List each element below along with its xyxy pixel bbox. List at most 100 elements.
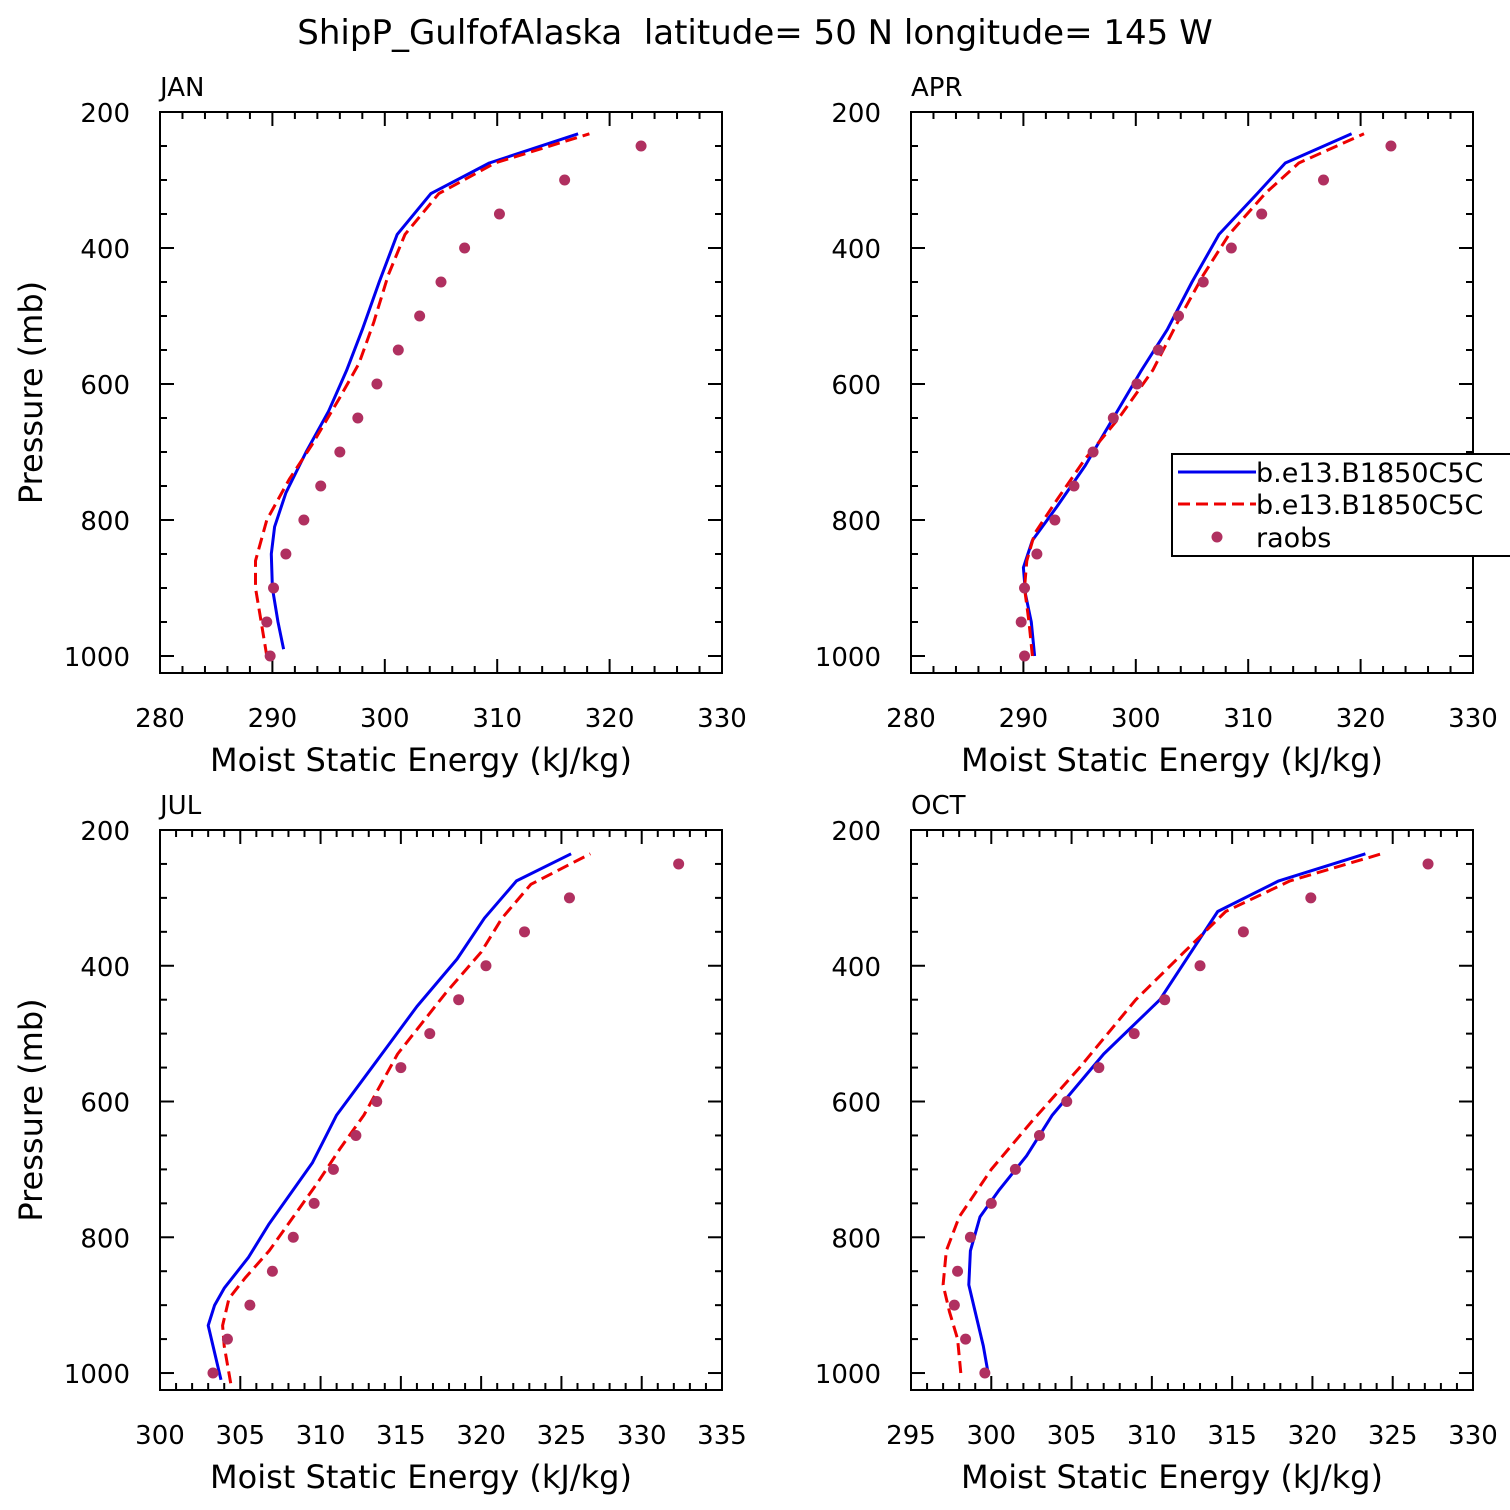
y-tick-label: 600 [831, 371, 881, 401]
obs-point [948, 1299, 960, 1311]
x-tick-label: 290 [248, 704, 298, 734]
series-line-solid [206, 852, 572, 1381]
y-tick-label: 200 [831, 817, 881, 847]
series-line-dashed [1023, 132, 1365, 657]
obs-point [266, 1265, 278, 1277]
plot-frame [159, 111, 723, 674]
x-tick-label: 315 [376, 1421, 426, 1451]
obs-point [985, 1197, 997, 1209]
x-tick-label: 280 [886, 704, 936, 734]
x-tick-label: 320 [456, 1421, 506, 1451]
obs-point [268, 582, 280, 594]
obs-point [1237, 926, 1249, 938]
x-tick-label: 320 [585, 704, 635, 734]
plot-frame [159, 829, 723, 1391]
obs-point [395, 1062, 407, 1074]
panel-apr: APR 280 290 300 310 320 330 200 400 600 800 1000 Moi… [815, 73, 1498, 779]
legend-swatch-dot [1211, 531, 1223, 543]
obs-point [480, 960, 492, 972]
obs-point [1225, 242, 1237, 254]
y-tick-label: 1000 [815, 643, 881, 673]
y-tick-label: 800 [831, 507, 881, 537]
legend-label: b.e13.B1850C5C [1256, 458, 1483, 489]
obs-point [635, 140, 647, 152]
obs-point [1019, 650, 1031, 662]
x-tick-label: 310 [1127, 1421, 1177, 1451]
x-axis-label: Moist Static Energy (kJ/kg) [961, 741, 1383, 779]
obs-point [424, 1028, 436, 1040]
obs-point [979, 1367, 991, 1379]
obs-point [1009, 1163, 1021, 1175]
x-tick-label: 320 [1288, 1421, 1338, 1451]
obs-point [1131, 378, 1143, 390]
x-tick-label: 330 [697, 704, 747, 734]
series-line-solid [269, 132, 579, 650]
x-tick-label: 280 [135, 704, 185, 734]
x-tick-label: 300 [360, 704, 410, 734]
legend-label: b.e13.B1850C5C [1256, 490, 1483, 521]
obs-point [315, 480, 327, 492]
obs-point [261, 616, 273, 628]
obs-point [264, 650, 276, 662]
panel-title: APR [911, 73, 963, 103]
obs-point [1318, 174, 1330, 186]
x-tick-label: 310 [472, 704, 522, 734]
x-tick-label: 295 [886, 1421, 936, 1451]
obs-point [459, 242, 471, 254]
panel-title: JUL [158, 791, 202, 821]
series-line-solid [1021, 132, 1353, 657]
x-axis-label: Moist Static Energy (kJ/kg) [961, 1458, 1383, 1496]
x-tick-label: 325 [1368, 1421, 1418, 1451]
figure-title: ShipP_GulfofAlaska latitude= 50 N longit… [297, 13, 1212, 53]
obs-point [1256, 208, 1268, 220]
y-tick-label: 1000 [64, 1360, 130, 1390]
y-tick-label: 400 [831, 953, 881, 983]
obs-point [1061, 1096, 1073, 1108]
x-axis-label: Moist Static Energy (kJ/kg) [210, 1458, 632, 1496]
obs-point [1152, 344, 1164, 356]
y-axis-label: Pressure (mb) [12, 281, 50, 504]
obs-point [453, 994, 465, 1006]
y-tick-label: 800 [80, 507, 130, 537]
x-tick-label: 330 [1448, 704, 1498, 734]
obs-point [221, 1333, 233, 1345]
obs-point [1173, 310, 1185, 322]
y-tick-label: 1000 [815, 1360, 881, 1390]
y-tick-label: 600 [80, 1089, 130, 1119]
obs-point [952, 1265, 964, 1277]
x-axis-label: Moist Static Energy (kJ/kg) [210, 741, 632, 779]
obs-point [563, 892, 575, 904]
x-tick-label: 335 [697, 1421, 747, 1451]
panels: JAN 280 290 300 310 320 330 200 400 600 800 1000 Moi… [12, 73, 1498, 1496]
x-tick-label: 300 [966, 1421, 1016, 1451]
obs-point [1107, 412, 1119, 424]
x-tick-label: 290 [999, 704, 1049, 734]
series-line-dashed [941, 852, 1382, 1374]
obs-point [1015, 616, 1027, 628]
obs-point [244, 1299, 256, 1311]
obs-point [559, 174, 571, 186]
obs-point [518, 926, 530, 938]
obs-point [327, 1163, 339, 1175]
obs-point [1194, 960, 1206, 972]
obs-point [1305, 892, 1317, 904]
obs-point [371, 378, 383, 390]
obs-point [1159, 994, 1171, 1006]
obs-point [1068, 480, 1080, 492]
obs-point [280, 548, 292, 560]
obs-point [673, 858, 685, 870]
obs-point [350, 1129, 362, 1141]
y-tick-label: 800 [80, 1224, 130, 1254]
obs-point [493, 208, 505, 220]
y-axis-label: Pressure (mb) [12, 998, 50, 1221]
legend-label: raobs [1256, 523, 1331, 554]
obs-point [352, 412, 364, 424]
series-line-dashed [221, 852, 591, 1384]
obs-point [308, 1197, 320, 1209]
panel-oct: OCT 295 300 305 310 315 320 325 330 200 400 600 800 1… [815, 791, 1498, 1496]
panel-jan: JAN 280 290 300 310 320 330 200 400 600 800 1000 Moi… [12, 73, 747, 779]
obs-point [1422, 858, 1434, 870]
obs-point [414, 310, 426, 322]
